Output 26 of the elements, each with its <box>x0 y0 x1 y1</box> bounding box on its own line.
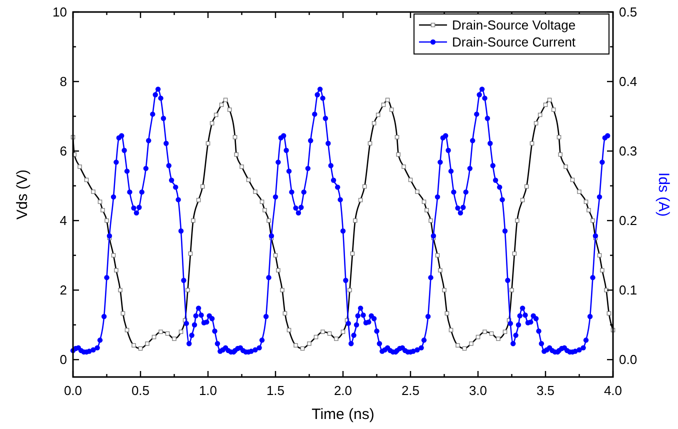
y-tick-label: 0 <box>60 352 67 368</box>
x-tick-label: 1.0 <box>198 383 218 398</box>
y2-tick-label: 0.3 <box>619 144 638 159</box>
x-tick-label: 3.5 <box>536 383 555 398</box>
x-tick-label: 0.5 <box>131 383 150 398</box>
y-tick-label: 2 <box>60 282 67 298</box>
y2-axis-title: Ids (A) <box>655 172 672 217</box>
y-tick-label: 8 <box>60 74 67 90</box>
y2-tick-label: 0.1 <box>619 282 638 298</box>
y2-tick-label: 0.2 <box>619 213 638 228</box>
legend-label: Drain-Source Voltage <box>452 18 576 32</box>
y-axis-title: Vds (V) <box>14 169 31 220</box>
x-tick-label: 0.0 <box>64 383 82 398</box>
y2-tick-label: 0.0 <box>619 352 638 368</box>
x-tick-label: 2.5 <box>401 383 420 398</box>
legend-label: Drain-Source Current <box>452 34 576 50</box>
y2-tick-label: 0.4 <box>619 74 638 90</box>
y-tick-label: 10 <box>52 4 67 20</box>
y2-tick-label: 0.5 <box>619 4 638 20</box>
x-tick-label: 3.0 <box>468 383 488 398</box>
x-axis-title: Time (ns) <box>312 406 374 423</box>
x-tick-label: 1.5 <box>266 383 285 398</box>
x-tick-label: 2.0 <box>334 383 352 398</box>
y-tick-label: 4 <box>60 213 67 228</box>
y-tick-label: 6 <box>60 144 67 159</box>
x-tick-label: 4.0 <box>604 383 622 398</box>
